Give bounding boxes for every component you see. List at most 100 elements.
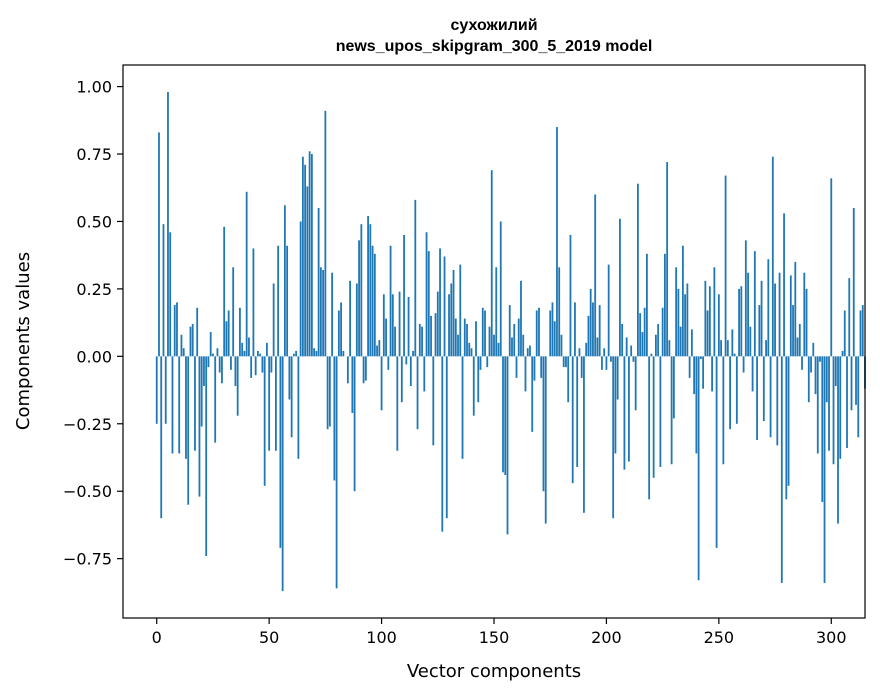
bar xyxy=(407,296,410,357)
bar xyxy=(200,356,203,427)
bar xyxy=(459,264,462,357)
bar xyxy=(434,313,437,357)
bar xyxy=(176,302,178,357)
bar xyxy=(207,356,210,368)
bar xyxy=(324,110,327,357)
bar xyxy=(859,310,862,357)
bar xyxy=(472,356,475,416)
bar xyxy=(340,302,342,357)
bar xyxy=(241,342,244,357)
bar xyxy=(668,340,671,357)
bar xyxy=(243,350,246,357)
bar xyxy=(382,294,385,357)
bar xyxy=(623,356,626,470)
bar xyxy=(762,356,765,422)
bar xyxy=(796,337,799,357)
bar xyxy=(261,356,264,373)
bar xyxy=(726,340,729,357)
y-tick-label: 0.00 xyxy=(76,347,112,366)
bar xyxy=(353,356,356,492)
bar xyxy=(740,286,743,357)
bar xyxy=(499,221,502,357)
bar xyxy=(729,356,731,430)
bar xyxy=(481,307,484,357)
bar xyxy=(742,356,745,373)
bar xyxy=(461,356,464,459)
bar xyxy=(484,310,486,357)
bar xyxy=(326,356,329,430)
bar xyxy=(391,294,394,357)
bar xyxy=(715,356,718,548)
bar xyxy=(173,305,176,357)
bar xyxy=(355,283,358,357)
bar xyxy=(524,356,527,392)
bar xyxy=(589,288,592,357)
bar xyxy=(286,245,289,357)
bar xyxy=(511,337,513,357)
bar xyxy=(722,356,725,465)
bar xyxy=(785,356,788,500)
bar xyxy=(659,356,662,467)
bar xyxy=(400,356,403,403)
bar xyxy=(823,356,826,583)
bar xyxy=(212,353,214,357)
bar xyxy=(234,356,237,387)
bar xyxy=(583,356,585,513)
bar xyxy=(167,91,169,357)
bar xyxy=(488,326,491,357)
bar xyxy=(513,323,516,357)
bar xyxy=(252,248,255,357)
bar xyxy=(861,305,864,357)
bar xyxy=(556,127,558,357)
plot-frame xyxy=(122,64,866,619)
bar xyxy=(753,251,756,357)
bar xyxy=(616,356,619,400)
bar xyxy=(385,318,387,357)
y-tick-label: 0.25 xyxy=(76,280,112,299)
bar xyxy=(819,356,821,362)
bar xyxy=(756,356,758,440)
bar xyxy=(223,226,226,357)
bar xyxy=(299,221,302,357)
bar xyxy=(214,356,217,443)
bar xyxy=(650,353,653,357)
bar xyxy=(697,356,700,581)
bar xyxy=(358,240,360,357)
bar xyxy=(574,302,576,357)
bar xyxy=(708,286,711,357)
bar xyxy=(495,267,498,357)
bar xyxy=(553,321,556,357)
bar xyxy=(209,332,212,357)
bar xyxy=(744,240,747,357)
bar xyxy=(542,356,545,492)
bar xyxy=(538,307,540,357)
bar xyxy=(661,307,664,357)
bar xyxy=(830,178,833,357)
bar xyxy=(279,356,282,548)
bar xyxy=(194,356,196,451)
bar xyxy=(283,205,286,357)
bar xyxy=(731,329,734,357)
bar xyxy=(398,291,401,357)
bar xyxy=(625,337,628,357)
bar xyxy=(699,356,702,360)
y-tick-label: −0.75 xyxy=(63,550,112,569)
bar xyxy=(776,356,779,446)
bar xyxy=(335,356,338,589)
bar xyxy=(376,345,378,357)
bar xyxy=(540,356,543,378)
bar xyxy=(257,350,259,357)
bar xyxy=(693,356,696,395)
bar xyxy=(405,356,408,365)
bar xyxy=(567,356,570,403)
bar xyxy=(670,356,673,465)
bar xyxy=(619,218,621,357)
bar xyxy=(551,302,554,357)
bar xyxy=(164,356,167,424)
x-tick-label: 100 xyxy=(366,628,397,647)
bar xyxy=(529,345,531,357)
bar xyxy=(839,356,842,459)
bar xyxy=(203,356,205,387)
bar xyxy=(430,315,432,357)
